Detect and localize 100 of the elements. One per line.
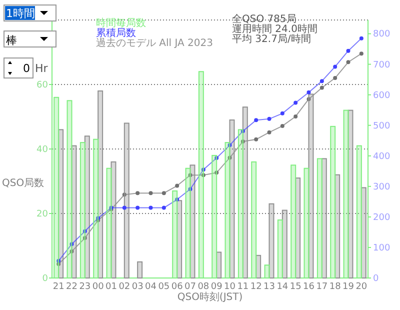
point xyxy=(136,191,140,196)
point xyxy=(214,170,219,175)
y2-tick-label: 100 xyxy=(373,243,390,254)
x-tick-label: 05 xyxy=(158,282,170,292)
point xyxy=(70,242,74,246)
text: 1時間 xyxy=(6,7,35,20)
point xyxy=(188,187,192,192)
bar xyxy=(137,261,143,278)
bar xyxy=(212,154,218,278)
point xyxy=(122,192,126,197)
bar xyxy=(172,190,178,278)
point xyxy=(214,156,219,160)
bar xyxy=(316,158,322,278)
point xyxy=(188,173,192,178)
x-tick-label: 12 xyxy=(250,282,262,292)
point xyxy=(320,79,324,84)
x-tick-label: 09 xyxy=(210,282,223,292)
y2-tick-label: 700 xyxy=(373,60,390,70)
bar xyxy=(330,126,336,278)
bar xyxy=(343,110,349,278)
x-axis-title: QSO時刻(JST) xyxy=(177,291,243,303)
point xyxy=(240,129,245,134)
bar xyxy=(66,100,72,278)
point xyxy=(162,206,166,210)
point xyxy=(122,206,126,210)
x-tick-label: 11 xyxy=(237,282,249,292)
point xyxy=(228,156,232,160)
point xyxy=(254,137,258,142)
bar xyxy=(124,122,130,278)
bar xyxy=(277,219,283,278)
x-tick-label: 06 xyxy=(171,282,184,292)
y2-tick-label: 300 xyxy=(373,182,390,192)
point xyxy=(70,249,74,254)
text: 過去のモデル All JA 2023 xyxy=(96,37,213,49)
text: Hr xyxy=(35,62,48,75)
x-tick-label: 08 xyxy=(198,282,210,292)
x-tick-label: 07 xyxy=(184,282,196,292)
y2-tick-label: 200 xyxy=(373,212,390,223)
point xyxy=(333,64,338,69)
x-tick-label: 03 xyxy=(132,282,144,292)
point xyxy=(333,76,338,80)
x-tick-label: 00 xyxy=(92,282,104,292)
annotation: 全QSO 785局 xyxy=(232,13,296,25)
text: 時間毎局数 xyxy=(96,17,146,29)
point xyxy=(148,191,153,196)
x-tick-label: 15 xyxy=(290,282,302,292)
x-tick-label: 19 xyxy=(342,282,354,292)
point xyxy=(201,173,206,178)
point xyxy=(148,206,153,210)
point xyxy=(306,97,311,102)
point xyxy=(346,60,350,64)
point xyxy=(294,114,298,118)
x-tick-label: 14 xyxy=(276,282,288,292)
bar xyxy=(198,71,204,278)
point xyxy=(240,140,245,144)
point xyxy=(359,52,364,56)
point xyxy=(280,111,284,116)
x-tick-label: 10 xyxy=(224,282,236,292)
y-axis-title: QSO局数 xyxy=(2,178,44,189)
bar xyxy=(251,161,257,278)
bar xyxy=(304,168,310,278)
y-tick-label: 40 xyxy=(36,145,48,155)
point xyxy=(228,143,232,148)
bar xyxy=(264,264,270,278)
point xyxy=(320,86,324,90)
point xyxy=(267,130,272,134)
x-tick-label: 20 xyxy=(356,282,368,292)
bar xyxy=(54,96,60,278)
point xyxy=(136,206,140,210)
bar xyxy=(106,168,112,278)
point xyxy=(82,236,87,240)
point xyxy=(359,36,364,40)
point xyxy=(306,90,311,94)
point xyxy=(162,191,166,196)
x-tick-label: 23 xyxy=(79,282,91,292)
y2-tick-label: 800 xyxy=(373,30,390,40)
x-tick-label: 17 xyxy=(316,282,328,292)
y2-tick-label: 600 xyxy=(373,90,390,101)
point xyxy=(175,184,180,188)
annotation: 平均 32.7局/時間 xyxy=(232,33,311,45)
y2-tick-label: 400 xyxy=(373,152,390,162)
y2-tick-label: 0 xyxy=(373,274,379,284)
x-tick-label: 04 xyxy=(145,282,157,292)
point xyxy=(346,48,350,53)
x-tick-label: 21 xyxy=(52,282,64,292)
point xyxy=(294,100,298,105)
x-tick-label: 22 xyxy=(66,282,78,292)
point xyxy=(56,258,61,263)
bar xyxy=(185,168,191,278)
point xyxy=(201,168,206,172)
y-tick-label: 0 xyxy=(42,274,48,284)
x-tick-label: 02 xyxy=(118,282,130,292)
bar xyxy=(93,138,99,278)
bar xyxy=(238,129,244,278)
point xyxy=(254,118,258,122)
text: 棒 xyxy=(6,34,17,47)
x-tick-label: 01 xyxy=(106,282,117,292)
y2-tick-label: 500 xyxy=(373,121,390,132)
x-tick-label: 13 xyxy=(264,282,275,292)
y-tick-label: 20 xyxy=(36,210,48,220)
